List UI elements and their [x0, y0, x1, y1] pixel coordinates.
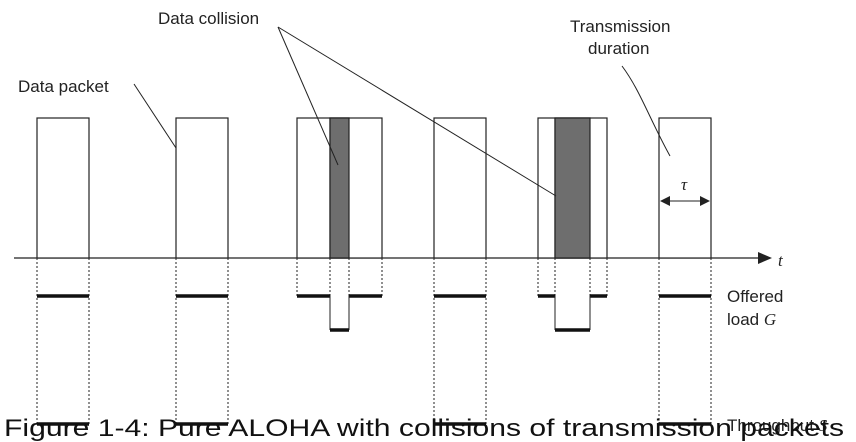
packet-1 — [36, 117, 90, 426]
time-axis-arrowhead — [758, 252, 772, 264]
offered-load-var: G — [764, 310, 776, 329]
collision-group-1 — [296, 117, 383, 332]
packet-2-box — [175, 117, 229, 259]
collision-2-overlap — [554, 117, 591, 259]
throughput-var: S — [819, 416, 828, 435]
offered-load-text: load — [727, 310, 764, 329]
transmission-label-line1: Transmission — [570, 17, 670, 36]
packet-3 — [433, 117, 487, 426]
figure-caption: Figure 1-4: Pure ALOHA with collisions o… — [4, 415, 844, 442]
collision-group-2 — [537, 117, 608, 332]
transmission-label-line2: duration — [588, 39, 649, 58]
leader-collision-1 — [277, 26, 339, 166]
packet-4: τ — [658, 117, 712, 426]
data-collision-label: Data collision — [158, 9, 259, 28]
throughput-label: Throughput S — [727, 416, 828, 435]
offered-load-label-line1: Offered — [727, 287, 783, 306]
collision-1-overlap — [329, 117, 350, 259]
packet-3-box — [433, 117, 487, 259]
tau-arrowhead-left — [660, 196, 670, 206]
packet-4-box — [658, 117, 712, 259]
data-packet-label: Data packet — [18, 77, 109, 96]
leader-transmission — [621, 65, 671, 157]
packet-1-box — [36, 117, 90, 259]
throughput-text: Throughput — [727, 416, 819, 435]
leader-collision-2 — [277, 26, 557, 197]
offered-load-label-line2: load G — [727, 310, 776, 329]
leader-data-packet — [133, 83, 177, 149]
packet-2 — [175, 117, 229, 426]
time-axis-label: t — [778, 251, 784, 270]
tau-arrowhead-right — [700, 196, 710, 206]
tau-label: τ — [681, 175, 688, 194]
